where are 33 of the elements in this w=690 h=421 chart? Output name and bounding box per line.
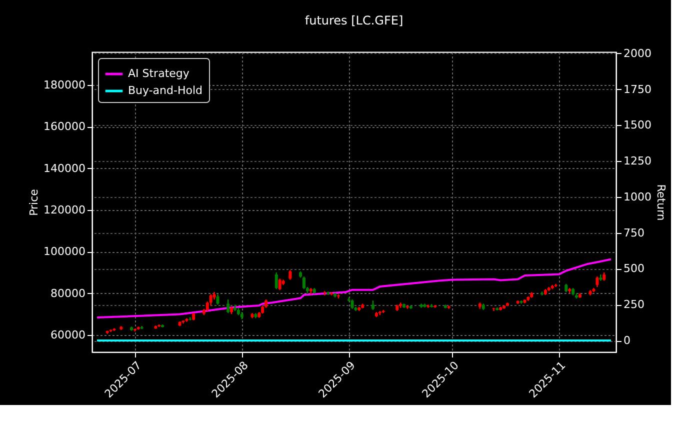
candlestick [426,304,430,308]
y2-tick-label: 0 [624,334,630,348]
chart-title: futures [LC.GFE] [304,13,404,28]
candlestick [350,298,354,310]
y-tick-label: 180000 [44,78,86,92]
candlestick [226,298,230,314]
y2-tick-label: 750 [624,226,644,240]
legend-label: Buy-and-Hold [128,84,203,97]
line-series [96,258,612,319]
candlestick [274,272,278,290]
y2-tick-label: 1750 [624,82,652,96]
y2-tick-label: 1000 [624,190,652,204]
y2-tick-label: 500 [624,262,644,276]
y2-tick-label: 2000 [624,46,652,60]
y2-tick-label: 1500 [624,118,652,132]
candlestick [371,300,374,311]
candlestick [596,276,599,288]
y-tick-label: 100000 [44,245,86,258]
candlestick [302,276,306,290]
y2-tick-label: 250 [624,298,644,312]
y-tick-label: 80000 [50,286,86,300]
candlestick [216,294,220,306]
candlestick [278,278,282,291]
y-axis-title: Price [28,188,41,216]
legend-label: AI Strategy [128,67,190,80]
y-tick-label: 140000 [44,162,86,175]
y-tick-label: 120000 [44,203,86,216]
candlestick [288,270,292,280]
y-tick-label: 160000 [44,120,86,134]
y-tick-label: 60000 [50,328,86,342]
y2-tick-label: 1250 [624,154,652,168]
y2-axis-title: Return [654,184,668,221]
candlestick [323,290,326,296]
